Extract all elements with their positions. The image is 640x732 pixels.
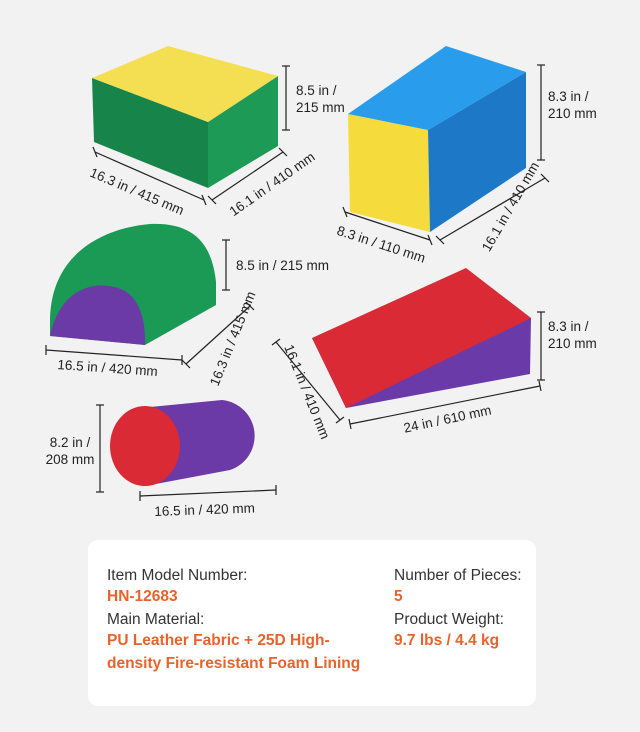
weight-label: Product Weight: xyxy=(394,611,504,628)
material-value-line1: PU Leather Fabric + 25D High- xyxy=(107,632,330,649)
product-illustration: 8.5 in / 215 mm 16.3 in / 415 mm 16.1 in… xyxy=(42,46,604,519)
wedge-height-label: 8.3 in / 210 mm xyxy=(548,318,604,352)
wedge-shape xyxy=(312,268,531,408)
rectangular-block-shape xyxy=(348,46,526,232)
arch-shape xyxy=(50,223,216,345)
wedge-height-text: 8.3 in / 210 mm xyxy=(548,319,597,351)
block-height-text: 8.5 in / 215 mm xyxy=(296,83,345,115)
pieces-value: 5 xyxy=(394,588,403,605)
material-label: Main Material: xyxy=(107,611,205,628)
material-value-line2: density Fire-resistant Foam Lining xyxy=(107,655,361,672)
rect-height-text: 8.3 in / 210 mm xyxy=(548,89,597,121)
model-label: Item Model Number: xyxy=(107,567,248,584)
arch-height-label: 8.5 in / 215 mm xyxy=(236,257,329,274)
block-height-label: 8.5 in / 215 mm xyxy=(296,82,356,116)
arch-height-text: 8.5 in / 215 mm xyxy=(236,258,330,273)
rect-height-label: 8.3 in / 210 mm xyxy=(548,88,604,122)
weight-value: 9.7 lbs / 4.4 kg xyxy=(394,632,500,649)
foam-shapes-drawing xyxy=(45,46,550,501)
cylinder-shape xyxy=(110,400,255,486)
square-block-shape xyxy=(92,46,278,188)
model-value: HN-12683 xyxy=(107,588,178,605)
cyl-length-text: 16.5 in / 420 mm xyxy=(154,500,256,519)
cyl-length-label: 16.5 in / 420 mm xyxy=(154,499,255,519)
cyl-diameter-label: 8.2 in / 208 mm xyxy=(42,434,98,468)
dimension-lines xyxy=(45,64,550,501)
spec-card: Item Model Number: HN-12683 Main Materia… xyxy=(88,540,536,706)
pieces-label: Number of Pieces: xyxy=(394,567,522,584)
cyl-diameter-text: 8.2 in / 208 mm xyxy=(45,435,95,467)
